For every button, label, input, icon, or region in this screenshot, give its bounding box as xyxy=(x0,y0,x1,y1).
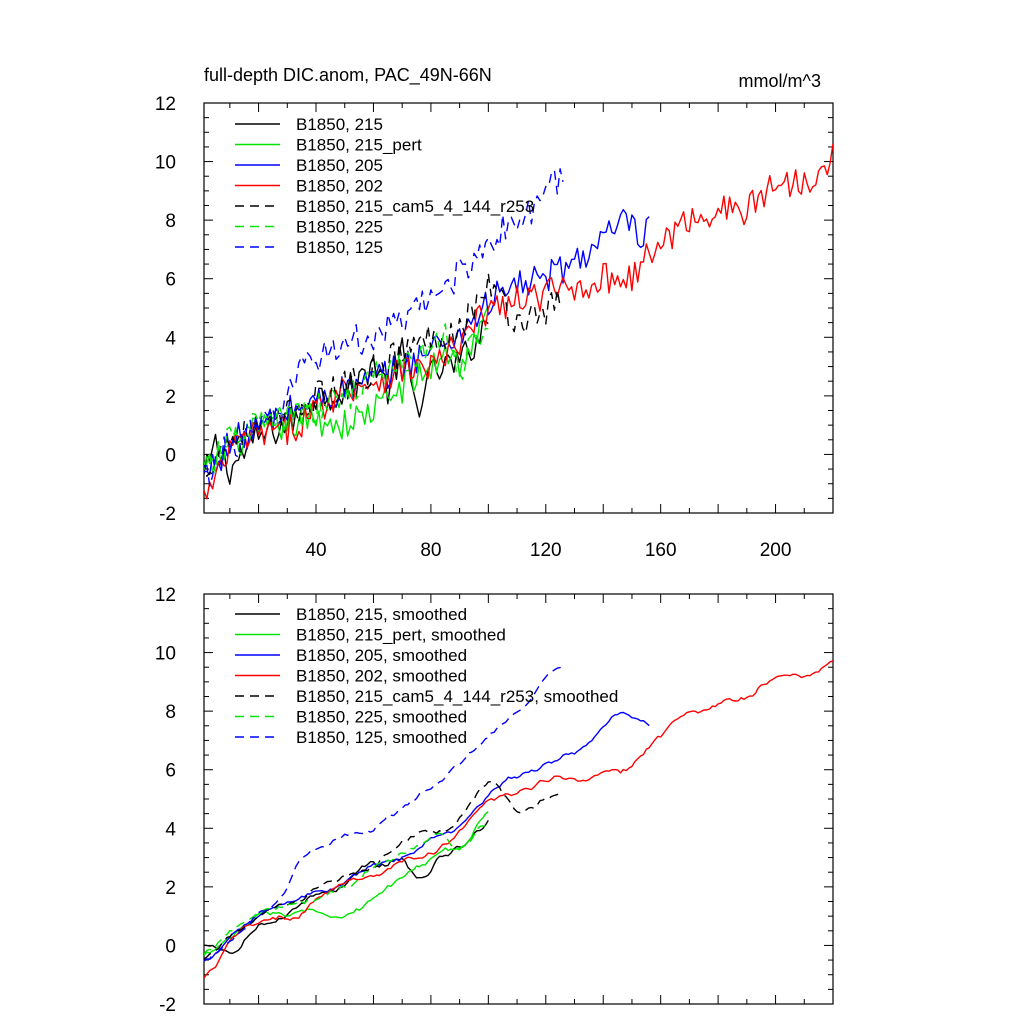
series-line xyxy=(204,825,489,955)
legend-label: B1850, 215_pert xyxy=(296,136,422,155)
legend-label: B1850, 125, smoothed xyxy=(296,728,467,747)
y-tick-label: 2 xyxy=(165,387,176,408)
y-tick-label: 2 xyxy=(165,878,176,899)
legend-label: B1850, 215_cam5_4_144_r253, smoothed xyxy=(296,687,618,706)
series-line xyxy=(204,660,833,979)
bottom-panel: -2 0 2 4 6 8 10 12 B1850, 215, smoothed B1850, 21… xyxy=(155,585,834,1016)
y-tick-label: 4 xyxy=(165,328,176,349)
x-tick-label: 80 xyxy=(420,540,441,561)
y-tick-label: 8 xyxy=(165,211,176,232)
y-tick-label: -2 xyxy=(159,995,176,1016)
legend-label: B1850, 225 xyxy=(296,218,383,237)
x-tick-label: 120 xyxy=(530,540,562,561)
series-line xyxy=(204,780,561,960)
series-line xyxy=(204,819,489,954)
legend-label: B1850, 225, smoothed xyxy=(296,708,467,727)
y-tick-label: 0 xyxy=(165,936,176,957)
legend-label: B1850, 215_cam5_4_144_r253 xyxy=(296,197,534,216)
top-panel: -2 0 2 4 6 8 10 12 40 80 120 160 200 B1850, 215 B1850,… xyxy=(155,94,834,561)
legend-label: B1850, 205 xyxy=(296,156,383,175)
y-tick-label: 8 xyxy=(165,702,176,723)
legend-label: B1850, 215, smoothed xyxy=(296,605,467,624)
y-tick-label: 12 xyxy=(155,94,176,115)
x-tick-label: 160 xyxy=(645,540,677,561)
legend-label: B1850, 202 xyxy=(296,177,383,196)
y-tick-label: 0 xyxy=(165,445,176,466)
legend-label: B1850, 125 xyxy=(296,238,383,257)
legend-label: B1850, 215 xyxy=(296,115,383,134)
x-tick-label: 200 xyxy=(760,540,792,561)
series-line xyxy=(204,143,833,500)
units-label: mmol/m^3 xyxy=(739,71,821,91)
legend-label: B1850, 202, smoothed xyxy=(296,667,467,686)
y-tick-label: 6 xyxy=(165,270,176,291)
y-tick-label: 4 xyxy=(165,819,176,840)
series-line xyxy=(204,168,564,487)
y-tick-label: 10 xyxy=(155,153,176,174)
y-tick-label: 6 xyxy=(165,761,176,782)
series-line xyxy=(204,665,564,962)
legend-label: B1850, 215_pert, smoothed xyxy=(296,626,506,645)
legend-label: B1850, 205, smoothed xyxy=(296,646,467,665)
x-tick-label: 40 xyxy=(305,540,326,561)
series-line xyxy=(204,208,650,476)
y-tick-label: 10 xyxy=(155,644,176,665)
y-tick-label: -2 xyxy=(159,504,176,525)
chart-title: full-depth DIC.anom, PAC_49N-66N xyxy=(204,65,492,86)
series-line xyxy=(204,272,561,477)
y-tick-label: 12 xyxy=(155,585,176,606)
